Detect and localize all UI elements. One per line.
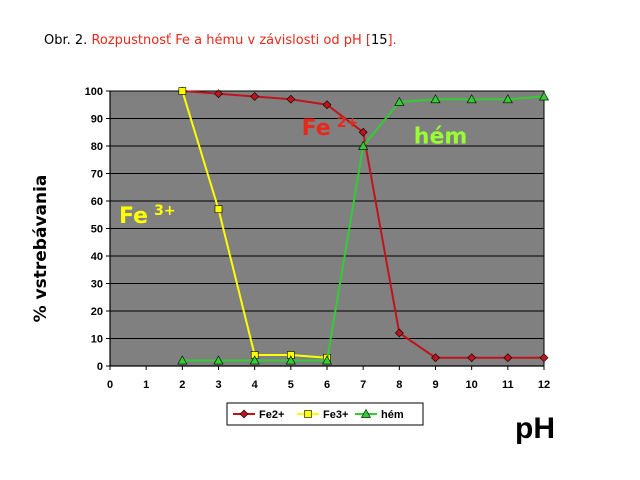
y-tick-label: 70 bbox=[91, 169, 103, 181]
x-tick-label: 5 bbox=[288, 379, 294, 391]
marker-triangle bbox=[502, 94, 513, 104]
marker-diamond bbox=[358, 127, 368, 137]
x-tick-label: 8 bbox=[396, 379, 402, 391]
marker-diamond bbox=[431, 353, 440, 363]
caption-ref-close: ]. bbox=[387, 33, 397, 48]
marker-triangle bbox=[538, 91, 550, 101]
x-tick-label: 9 bbox=[432, 379, 438, 391]
marker-square bbox=[178, 87, 187, 95]
y-tick-label: 80 bbox=[91, 141, 103, 153]
legend: Fe2+ Fe3+ hém bbox=[226, 402, 424, 426]
figure-caption: Obr. 2. Rozpustnosť Fe a hému v závislos… bbox=[44, 33, 397, 48]
legend-entry: Fe3+ bbox=[323, 409, 348, 421]
y-tick-label: 50 bbox=[91, 224, 103, 236]
marker-triangle bbox=[466, 94, 477, 104]
marker-diamond bbox=[286, 94, 296, 104]
marker-diamond bbox=[322, 100, 332, 110]
marker-square bbox=[304, 410, 312, 418]
annotation-superscript: 2+ bbox=[337, 115, 358, 131]
y-tick-label: 100 bbox=[85, 86, 103, 98]
x-tick-label: 1 bbox=[143, 379, 149, 391]
caption-ref-number: 15 bbox=[370, 33, 388, 48]
annotation-label-1: Fe 3+ bbox=[119, 203, 176, 229]
caption-title: Rozpustnosť Fe a hému v závislosti od pH bbox=[91, 33, 366, 48]
y-tick-label: 60 bbox=[91, 196, 103, 208]
marker-diamond bbox=[214, 89, 223, 99]
legend-entry: Fe2+ bbox=[259, 409, 284, 421]
marker-diamond bbox=[503, 353, 513, 363]
annotation-base: Fe bbox=[119, 204, 148, 229]
series-hm bbox=[177, 91, 550, 365]
y-tick-label: 10 bbox=[91, 334, 103, 346]
annotation-base: hém bbox=[414, 124, 468, 149]
annotation-superscript: 3+ bbox=[154, 203, 175, 219]
legend-box bbox=[226, 402, 424, 426]
x-tick-label: 12 bbox=[538, 379, 550, 391]
x-tick-label: 11 bbox=[502, 379, 514, 391]
marker-triangle bbox=[394, 96, 405, 106]
x-tick-label: 3 bbox=[215, 379, 221, 391]
marker-triangle bbox=[285, 355, 296, 365]
annotation-base: Fe bbox=[302, 116, 331, 141]
y-tick-label: 30 bbox=[91, 279, 103, 291]
marker-diamond bbox=[250, 92, 260, 101]
y-tick-label: 20 bbox=[91, 306, 103, 318]
y-axis-label: % vstrebávania bbox=[31, 175, 51, 323]
y-tick-label: 90 bbox=[91, 114, 103, 126]
marker-triangle bbox=[213, 355, 224, 365]
x-tick-label: 6 bbox=[324, 379, 330, 391]
caption-prefix: Obr. 2. bbox=[44, 33, 92, 48]
x-tick-label: 2 bbox=[179, 379, 185, 391]
marker-triangle bbox=[358, 140, 369, 150]
y-tick-label: 40 bbox=[91, 251, 103, 263]
caption-ref-open: [ bbox=[365, 33, 371, 48]
marker-diamond bbox=[239, 409, 249, 419]
marker-diamond bbox=[539, 353, 549, 363]
marker-diamond bbox=[467, 353, 477, 363]
y-tick-label: 0 bbox=[97, 361, 103, 373]
x-tick-label: 10 bbox=[466, 379, 478, 391]
x-axis-label: pH bbox=[515, 412, 555, 445]
x-tick-label: 4 bbox=[252, 379, 259, 391]
marker-triangle bbox=[360, 408, 372, 418]
marker-triangle bbox=[430, 94, 441, 104]
x-tick-label: 0 bbox=[107, 379, 113, 391]
marker-triangle bbox=[177, 355, 188, 365]
annotation-label-0: Fe 2+ bbox=[302, 115, 359, 141]
marker-triangle bbox=[249, 355, 260, 365]
marker-diamond bbox=[394, 328, 404, 338]
marker-square bbox=[214, 205, 223, 214]
legend-entry: hém bbox=[381, 409, 404, 421]
x-tick-label: 7 bbox=[360, 379, 366, 391]
marker-triangle bbox=[321, 355, 333, 365]
annotation-label-2: hém bbox=[414, 124, 468, 149]
